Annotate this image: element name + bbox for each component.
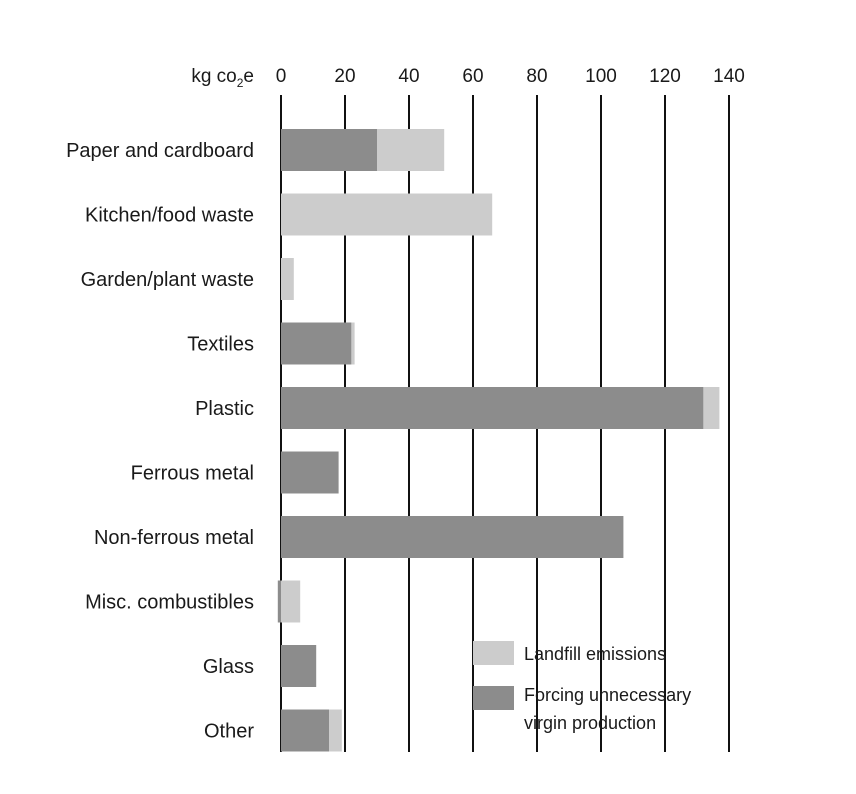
x-axis-unit-label: kg co2e <box>191 66 254 90</box>
x-tick-label-40: 40 <box>398 66 419 87</box>
bar-segment-virgin-production <box>281 645 317 687</box>
category-labels: Paper and cardboard Kitchen/food waste Gar… <box>66 140 254 743</box>
bar-segment-landfill <box>351 322 355 365</box>
category-label: Kitchen/food waste <box>85 205 254 227</box>
bar-segment-landfill <box>281 258 294 300</box>
x-tick-label-60: 60 <box>462 66 483 87</box>
legend-label: Landfill emissions <box>524 644 666 664</box>
bar-segment-virgin-production <box>281 451 339 494</box>
x-tick-label-120: 120 <box>649 66 681 87</box>
bar-segment-virgin-production <box>281 709 329 752</box>
legend-label: Forcing unnecessary <box>524 685 691 705</box>
category-label: Paper and cardboard <box>66 140 254 162</box>
bar-segment-virgin-production <box>281 129 377 171</box>
legend-label: virgin production <box>524 713 656 733</box>
category-label: Ferrous metal <box>131 463 254 485</box>
category-label: Glass <box>203 656 254 678</box>
category-label: Non-ferrous metal <box>94 527 254 549</box>
x-tick-label-80: 80 <box>526 66 547 87</box>
bar-segment-virgin-production <box>281 387 704 429</box>
x-tick-label-0: 0 <box>276 66 287 87</box>
bar-segment-virgin-production <box>277 580 281 623</box>
x-tick-label-140: 140 <box>713 66 745 87</box>
bar-segment-landfill <box>329 709 342 752</box>
x-tick-label-100: 100 <box>585 66 617 87</box>
bar-segment-landfill <box>281 193 493 236</box>
category-label: Plastic <box>195 398 254 420</box>
bar-segment-landfill <box>703 387 720 429</box>
category-label: Misc. combustibles <box>85 592 254 614</box>
bar-segment-landfill <box>377 129 445 171</box>
legend-swatch-virgin-production <box>473 686 514 710</box>
category-label: Other <box>204 721 254 743</box>
x-tick-labels: 0 20 40 60 80 100 120 140 <box>276 66 745 87</box>
category-label: Garden/plant waste <box>81 269 254 291</box>
bar-segment-virgin-production <box>281 516 624 558</box>
legend-swatch-landfill <box>473 641 514 665</box>
bar-segment-virgin-production <box>281 322 352 365</box>
x-tick-label-20: 20 <box>334 66 355 87</box>
legend: Landfill emissions Forcing unnecessary vir… <box>473 641 691 733</box>
category-label: Textiles <box>187 334 254 356</box>
bars <box>277 129 720 752</box>
bar-segment-landfill <box>281 580 301 623</box>
